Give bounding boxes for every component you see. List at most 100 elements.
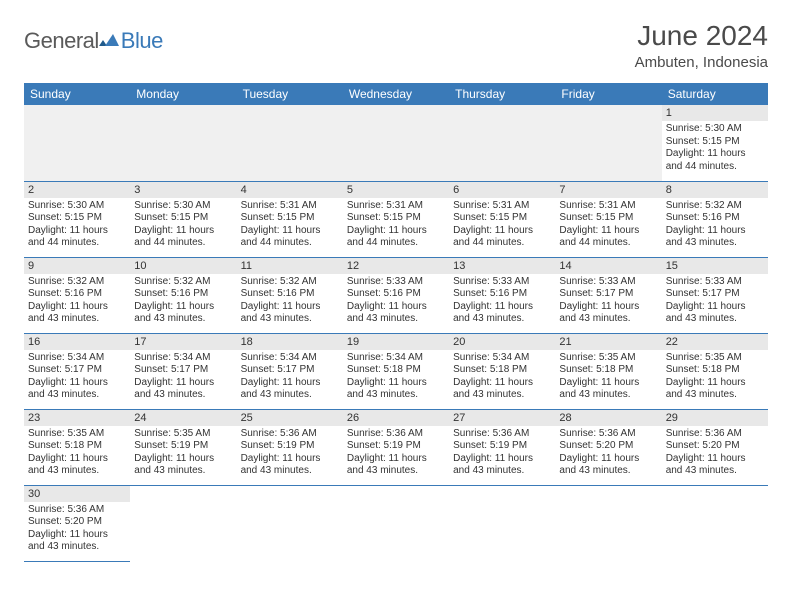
day-number: 3 xyxy=(130,182,236,198)
day-number: 17 xyxy=(130,334,236,350)
calendar-day: 21Sunrise: 5:35 AMSunset: 5:18 PMDayligh… xyxy=(555,333,661,409)
day-number: 16 xyxy=(24,334,130,350)
day-details: Sunrise: 5:34 AMSunset: 5:18 PMDaylight:… xyxy=(449,350,555,406)
calendar-day: 27Sunrise: 5:36 AMSunset: 5:19 PMDayligh… xyxy=(449,409,555,485)
day-details: Sunrise: 5:36 AMSunset: 5:19 PMDaylight:… xyxy=(449,426,555,482)
day-details: Sunrise: 5:30 AMSunset: 5:15 PMDaylight:… xyxy=(130,198,236,254)
day-details: Sunrise: 5:36 AMSunset: 5:19 PMDaylight:… xyxy=(237,426,343,482)
day-number: 23 xyxy=(24,410,130,426)
day-details: Sunrise: 5:34 AMSunset: 5:18 PMDaylight:… xyxy=(343,350,449,406)
day-details: Sunrise: 5:35 AMSunset: 5:18 PMDaylight:… xyxy=(662,350,768,406)
calendar-empty-trailing xyxy=(555,485,661,561)
day-number: 14 xyxy=(555,258,661,274)
month-title: June 2024 xyxy=(635,20,768,52)
calendar-day: 3Sunrise: 5:30 AMSunset: 5:15 PMDaylight… xyxy=(130,181,236,257)
logo-text-general: General xyxy=(24,28,99,54)
day-number: 4 xyxy=(237,182,343,198)
location: Ambuten, Indonesia xyxy=(635,54,768,71)
calendar-day: 11Sunrise: 5:32 AMSunset: 5:16 PMDayligh… xyxy=(237,257,343,333)
calendar-empty-trailing xyxy=(237,485,343,561)
day-number: 8 xyxy=(662,182,768,198)
day-details: Sunrise: 5:32 AMSunset: 5:16 PMDaylight:… xyxy=(130,274,236,330)
header: General Blue June 2024 Ambuten, Indonesi… xyxy=(24,20,768,71)
calendar-day: 10Sunrise: 5:32 AMSunset: 5:16 PMDayligh… xyxy=(130,257,236,333)
day-details: Sunrise: 5:32 AMSunset: 5:16 PMDaylight:… xyxy=(662,198,768,254)
day-number: 1 xyxy=(662,105,768,121)
day-details: Sunrise: 5:36 AMSunset: 5:19 PMDaylight:… xyxy=(343,426,449,482)
calendar-empty-leading xyxy=(343,105,449,181)
weekday-header: Tuesday xyxy=(237,83,343,105)
day-number: 7 xyxy=(555,182,661,198)
day-number: 21 xyxy=(555,334,661,350)
calendar-day: 16Sunrise: 5:34 AMSunset: 5:17 PMDayligh… xyxy=(24,333,130,409)
calendar-empty-trailing xyxy=(662,485,768,561)
calendar-empty-leading xyxy=(555,105,661,181)
calendar-empty-trailing xyxy=(343,485,449,561)
calendar-day: 4Sunrise: 5:31 AMSunset: 5:15 PMDaylight… xyxy=(237,181,343,257)
day-number: 29 xyxy=(662,410,768,426)
calendar-day: 26Sunrise: 5:36 AMSunset: 5:19 PMDayligh… xyxy=(343,409,449,485)
day-number: 19 xyxy=(343,334,449,350)
day-number: 27 xyxy=(449,410,555,426)
calendar-empty-trailing xyxy=(130,485,236,561)
logo-text-blue: Blue xyxy=(121,28,163,54)
weekday-header: Monday xyxy=(130,83,236,105)
day-details: Sunrise: 5:35 AMSunset: 5:18 PMDaylight:… xyxy=(555,350,661,406)
calendar-empty-leading xyxy=(237,105,343,181)
day-details: Sunrise: 5:34 AMSunset: 5:17 PMDaylight:… xyxy=(237,350,343,406)
calendar-day: 28Sunrise: 5:36 AMSunset: 5:20 PMDayligh… xyxy=(555,409,661,485)
day-details: Sunrise: 5:31 AMSunset: 5:15 PMDaylight:… xyxy=(449,198,555,254)
calendar-day: 17Sunrise: 5:34 AMSunset: 5:17 PMDayligh… xyxy=(130,333,236,409)
calendar-day: 9Sunrise: 5:32 AMSunset: 5:16 PMDaylight… xyxy=(24,257,130,333)
day-number: 6 xyxy=(449,182,555,198)
day-number: 28 xyxy=(555,410,661,426)
calendar-day: 6Sunrise: 5:31 AMSunset: 5:15 PMDaylight… xyxy=(449,181,555,257)
calendar-day: 8Sunrise: 5:32 AMSunset: 5:16 PMDaylight… xyxy=(662,181,768,257)
calendar-day: 29Sunrise: 5:36 AMSunset: 5:20 PMDayligh… xyxy=(662,409,768,485)
calendar-row: 9Sunrise: 5:32 AMSunset: 5:16 PMDaylight… xyxy=(24,257,768,333)
logo-flag-icon xyxy=(99,32,119,48)
day-details: Sunrise: 5:31 AMSunset: 5:15 PMDaylight:… xyxy=(343,198,449,254)
day-details: Sunrise: 5:30 AMSunset: 5:15 PMDaylight:… xyxy=(24,198,130,254)
calendar-empty-trailing xyxy=(449,485,555,561)
day-number: 24 xyxy=(130,410,236,426)
day-details: Sunrise: 5:35 AMSunset: 5:19 PMDaylight:… xyxy=(130,426,236,482)
calendar-day: 15Sunrise: 5:33 AMSunset: 5:17 PMDayligh… xyxy=(662,257,768,333)
day-details: Sunrise: 5:34 AMSunset: 5:17 PMDaylight:… xyxy=(24,350,130,406)
calendar-day: 1Sunrise: 5:30 AMSunset: 5:15 PMDaylight… xyxy=(662,105,768,181)
calendar-day: 12Sunrise: 5:33 AMSunset: 5:16 PMDayligh… xyxy=(343,257,449,333)
logo: General Blue xyxy=(24,28,163,54)
calendar-page: General Blue June 2024 Ambuten, Indonesi… xyxy=(0,0,792,582)
calendar-empty-leading xyxy=(449,105,555,181)
weekday-header: Thursday xyxy=(449,83,555,105)
calendar-row: 16Sunrise: 5:34 AMSunset: 5:17 PMDayligh… xyxy=(24,333,768,409)
calendar-row: 23Sunrise: 5:35 AMSunset: 5:18 PMDayligh… xyxy=(24,409,768,485)
calendar-day: 22Sunrise: 5:35 AMSunset: 5:18 PMDayligh… xyxy=(662,333,768,409)
day-number: 9 xyxy=(24,258,130,274)
title-block: June 2024 Ambuten, Indonesia xyxy=(635,20,768,71)
day-number: 26 xyxy=(343,410,449,426)
day-details: Sunrise: 5:33 AMSunset: 5:17 PMDaylight:… xyxy=(662,274,768,330)
calendar-day: 24Sunrise: 5:35 AMSunset: 5:19 PMDayligh… xyxy=(130,409,236,485)
weekday-header-row: SundayMondayTuesdayWednesdayThursdayFrid… xyxy=(24,83,768,105)
day-details: Sunrise: 5:36 AMSunset: 5:20 PMDaylight:… xyxy=(662,426,768,482)
weekday-header: Wednesday xyxy=(343,83,449,105)
day-details: Sunrise: 5:32 AMSunset: 5:16 PMDaylight:… xyxy=(237,274,343,330)
day-number: 22 xyxy=(662,334,768,350)
calendar-day: 23Sunrise: 5:35 AMSunset: 5:18 PMDayligh… xyxy=(24,409,130,485)
day-details: Sunrise: 5:31 AMSunset: 5:15 PMDaylight:… xyxy=(237,198,343,254)
calendar-row: 30Sunrise: 5:36 AMSunset: 5:20 PMDayligh… xyxy=(24,485,768,561)
calendar-body: 1 Sunrise: 5:30 AMSunset: 5:15 PMDaylight… xyxy=(24,105,768,561)
day-number: 20 xyxy=(449,334,555,350)
weekday-header: Saturday xyxy=(662,83,768,105)
day-details: Sunrise: 5:31 AMSunset: 5:15 PMDaylight:… xyxy=(555,198,661,254)
day-number: 25 xyxy=(237,410,343,426)
day-number: 12 xyxy=(343,258,449,274)
calendar-row: 2Sunrise: 5:30 AMSunset: 5:15 PMDaylight… xyxy=(24,181,768,257)
calendar-row: 1Sunrise: 5:30 AMSunset: 5:15 PMDaylight… xyxy=(24,105,768,181)
day-number: 10 xyxy=(130,258,236,274)
day-details: Sunrise: 5:34 AMSunset: 5:17 PMDaylight:… xyxy=(130,350,236,406)
calendar-day: 19Sunrise: 5:34 AMSunset: 5:18 PMDayligh… xyxy=(343,333,449,409)
day-details: Sunrise: 5:35 AMSunset: 5:18 PMDaylight:… xyxy=(24,426,130,482)
day-details: Sunrise: 5:36 AMSunset: 5:20 PMDaylight:… xyxy=(555,426,661,482)
